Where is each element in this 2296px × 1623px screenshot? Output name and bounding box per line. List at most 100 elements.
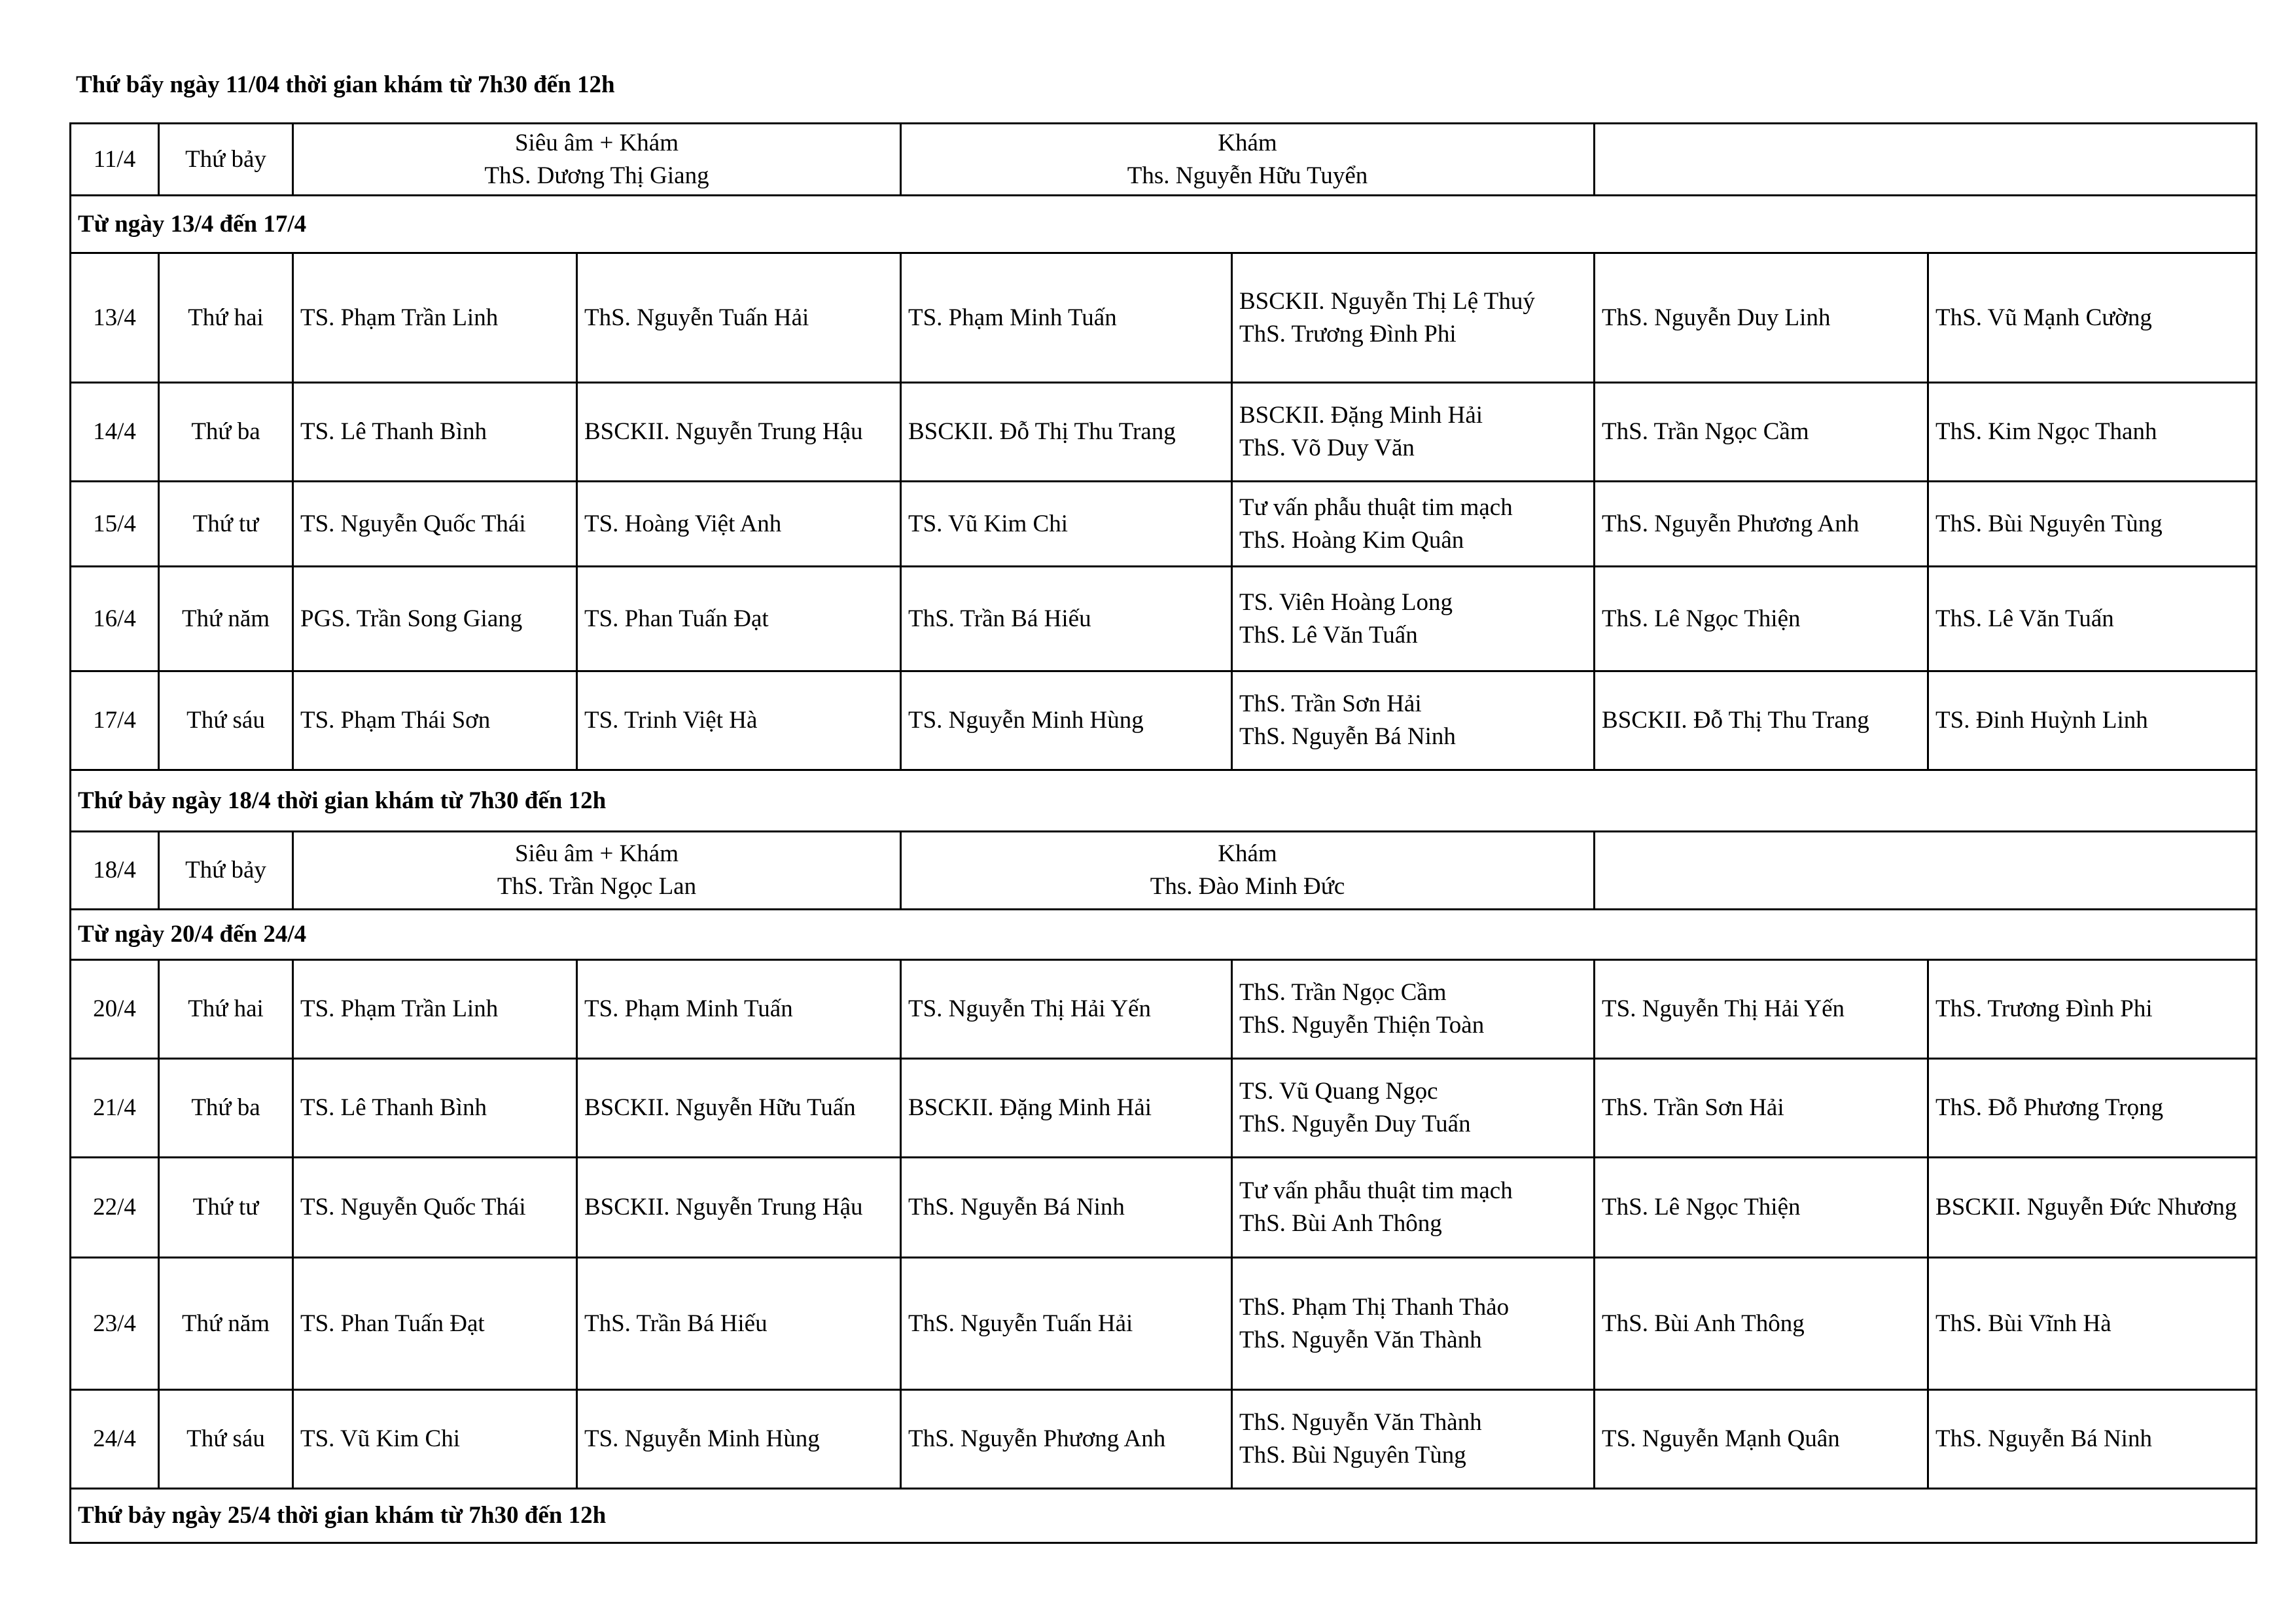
service-label: Khám — [1218, 129, 1277, 156]
doctor-pair-cell: ThS. Trần Sơn Hải ThS. Nguyễn Bá Ninh — [1230, 670, 1596, 771]
doctor-name: ThS. Bùi Anh Thông — [1239, 1210, 1442, 1237]
table-row: 15/4 Thứ tư TS. Nguyễn Quốc Thái TS. Hoàng … — [69, 480, 2258, 567]
doctor-cell: BSCKII. Đỗ Thị Thu Trang — [900, 382, 1233, 482]
doctor-name: Ths. Đào Minh Đức — [1150, 873, 1345, 900]
day-cell: Thứ sáu — [158, 1389, 294, 1489]
section-heading: Thứ bảy ngày 25/4 thời gian khám từ 7h30… — [69, 1488, 2258, 1544]
doctor-name: ThS. Bùi Nguyên Tùng — [1239, 1442, 1466, 1469]
date-cell: 18/4 — [69, 830, 160, 910]
doctor-cell: ThS. Bùi Anh Thông — [1593, 1257, 1930, 1391]
doctor-name: ThS. Nguyễn Văn Thành — [1239, 1409, 1482, 1436]
doctor-name: ThS. Nguyễn Văn Thành — [1239, 1326, 1482, 1353]
doctor-name: ThS. Trương Đình Phi — [1239, 320, 1457, 348]
exam-cell: Khám Ths. Nguyễn Hữu Tuyển — [899, 122, 1596, 196]
doctor-name: ThS. Dương Thị Giang — [484, 162, 709, 189]
doctor-cell: TS. Nguyễn Thị Hải Yến — [900, 959, 1233, 1060]
doctor-cell: ThS. Trần Sơn Hải — [1593, 1058, 1930, 1158]
doctor-cell: ThS. Lê Văn Tuấn — [1927, 565, 2258, 672]
doctor-cell: ThS. Nguyễn Phương Anh — [900, 1389, 1233, 1489]
day-cell: Thứ hai — [158, 252, 294, 383]
doctor-cell: BSCKII. Đặng Minh Hải — [900, 1058, 1233, 1158]
doctor-cell: TS. Nguyễn Quốc Thái — [292, 480, 578, 567]
doctor-name: TS. Viên Hoàng Long — [1239, 588, 1453, 616]
section-heading: Từ ngày 20/4 đến 24/4 — [69, 908, 2258, 961]
table-row: 21/4 Thứ ba TS. Lê Thanh Bình BSCKII. Nguyễ… — [69, 1058, 2258, 1158]
doctor-cell: BSCKII. Nguyễn Trung Hậu — [576, 382, 902, 482]
doctor-cell: ThS. Bùi Nguyên Tùng — [1927, 480, 2258, 567]
doctor-cell: BSCKII. Nguyễn Đức Nhương — [1927, 1156, 2258, 1258]
doctor-pair-cell: ThS. Nguyễn Văn Thành ThS. Bùi Nguyên Tùn… — [1230, 1389, 1596, 1489]
doctor-pair-cell: TS. Viên Hoàng Long ThS. Lê Văn Tuấn — [1230, 565, 1596, 672]
date-cell: 21/4 — [69, 1058, 160, 1158]
doctor-cell: TS. Nguyễn Minh Hùng — [900, 670, 1233, 771]
date-cell: 17/4 — [69, 670, 160, 771]
doctor-cell: TS. Phan Tuấn Đạt — [292, 1257, 578, 1391]
doctor-name: ThS. Võ Duy Văn — [1239, 435, 1415, 461]
schedule-table: 11/4 Thứ bảy Siêu âm + Khám ThS. Dương Th… — [69, 122, 2258, 1544]
date-cell: 13/4 — [69, 252, 160, 383]
saturday-row: 18/4 Thứ bảy Siêu âm + Khám ThS. Trần Ngọ… — [69, 830, 2258, 910]
doctor-cell: ThS. Trương Đình Phi — [1927, 959, 2258, 1060]
doctor-cell: TS. Vũ Kim Chi — [292, 1389, 578, 1489]
doctor-name: ThS. Hoàng Kim Quân — [1239, 526, 1464, 554]
doctor-cell: TS. Lê Thanh Bình — [292, 1058, 578, 1158]
section-heading: Thứ bảy ngày 18/4 thời gian khám từ 7h30… — [69, 769, 2258, 832]
doctor-name: Tư vấn phẫu thuật tim mạch — [1239, 493, 1513, 521]
day-cell: Thứ bảy — [158, 122, 294, 196]
doctor-cell: TS. Nguyễn Quốc Thái — [292, 1156, 578, 1258]
section-row: Thứ bảy ngày 25/4 thời gian khám từ 7h30… — [69, 1488, 2258, 1544]
section-row: Từ ngày 13/4 đến 17/4 — [69, 194, 2258, 254]
doctor-name: TS. Vũ Quang Ngọc — [1239, 1078, 1438, 1105]
doctor-cell: ThS. Nguyễn Bá Ninh — [1927, 1389, 2258, 1489]
doctor-cell: TS. Nguyễn Minh Hùng — [576, 1389, 902, 1489]
date-cell: 23/4 — [69, 1257, 160, 1391]
service-label: Siêu âm + Khám — [514, 840, 679, 867]
table-row: 13/4 Thứ hai TS. Phạm Trần Linh ThS. Nguyễn… — [69, 252, 2258, 383]
doctor-pair-cell: BSCKII. Đặng Minh Hải ThS. Võ Duy Văn — [1230, 382, 1596, 482]
doctor-cell: ThS. Nguyễn Tuấn Hải — [900, 1257, 1233, 1391]
date-cell: 11/4 — [69, 122, 160, 196]
table-row: 24/4 Thứ sáu TS. Vũ Kim Chi TS. Nguyễn Minh… — [69, 1389, 2258, 1489]
doctor-name: ThS. Nguyễn Duy Tuấn — [1239, 1111, 1471, 1137]
doctor-cell: TS. Phạm Minh Tuấn — [576, 959, 902, 1060]
doctor-cell: ThS. Nguyễn Tuấn Hải — [576, 252, 902, 383]
doctor-cell: TS. Trinh Việt Hà — [576, 670, 902, 771]
day-cell: Thứ năm — [158, 1257, 294, 1391]
day-cell: Thứ ba — [158, 382, 294, 482]
day-cell: Thứ ba — [158, 1058, 294, 1158]
doctor-pair-cell: ThS. Trần Ngọc Cầm ThS. Nguyễn Thiện Toàn — [1230, 959, 1596, 1060]
doctor-name: Tư vấn phẫu thuật tim mạch — [1239, 1177, 1513, 1204]
doctor-cell: TS. Phạm Thái Sơn — [292, 670, 578, 771]
table-row: 14/4 Thứ ba TS. Lê Thanh Bình BSCKII. Nguyễ… — [69, 382, 2258, 482]
day-cell: Thứ tư — [158, 1156, 294, 1258]
date-cell: 16/4 — [69, 565, 160, 672]
doctor-cell: TS. Phạm Trần Linh — [292, 959, 578, 1060]
doctor-cell: TS. Vũ Kim Chi — [900, 480, 1233, 567]
day-cell: Thứ tư — [158, 480, 294, 567]
doctor-cell: TS. Phạm Trần Linh — [292, 252, 578, 383]
table-row: 20/4 Thứ hai TS. Phạm Trần Linh TS. Phạm Mi… — [69, 959, 2258, 1060]
day-cell: Thứ sáu — [158, 670, 294, 771]
empty-cell — [1593, 122, 2258, 196]
doctor-pair-cell: BSCKII. Nguyễn Thị Lệ Thuý ThS. Trương Đì… — [1230, 252, 1596, 383]
doctor-cell: PGS. Trần Song Giang — [292, 565, 578, 672]
date-cell: 15/4 — [69, 480, 160, 567]
date-cell: 22/4 — [69, 1156, 160, 1258]
doctor-name: ThS. Trần Sơn Hải — [1239, 690, 1422, 717]
doctor-pair-cell: TS. Vũ Quang Ngọc ThS. Nguyễn Duy Tuấn — [1230, 1058, 1596, 1158]
doctor-name: BSCKII. Nguyễn Thị Lệ Thuý — [1239, 287, 1535, 315]
doctor-cell: ThS. Nguyễn Duy Linh — [1593, 252, 1930, 383]
doctor-cell: ThS. Vũ Mạnh Cường — [1927, 252, 2258, 383]
day-cell: Thứ năm — [158, 565, 294, 672]
table-row: 16/4 Thứ năm PGS. Trần Song Giang TS. Phan … — [69, 565, 2258, 672]
doctor-cell: ThS. Nguyễn Bá Ninh — [900, 1156, 1233, 1258]
date-cell: 20/4 — [69, 959, 160, 1060]
doctor-cell: ThS. Bùi Vĩnh Hà — [1927, 1257, 2258, 1391]
page-title: Thứ bẩy ngày 11/04 thời gian khám từ 7h3… — [76, 71, 615, 98]
doctor-pair-cell: Tư vấn phẫu thuật tim mạch ThS. Bùi Anh T… — [1230, 1156, 1596, 1258]
doctor-cell: TS. Nguyễn Thị Hải Yến — [1593, 959, 1930, 1060]
doctor-pair-cell: Tư vấn phẫu thuật tim mạch ThS. Hoàng Kim… — [1230, 480, 1596, 567]
day-cell: Thứ hai — [158, 959, 294, 1060]
doctor-cell: ThS. Nguyễn Phương Anh — [1593, 480, 1930, 567]
doctor-name: BSCKII. Đặng Minh Hải — [1239, 402, 1483, 429]
